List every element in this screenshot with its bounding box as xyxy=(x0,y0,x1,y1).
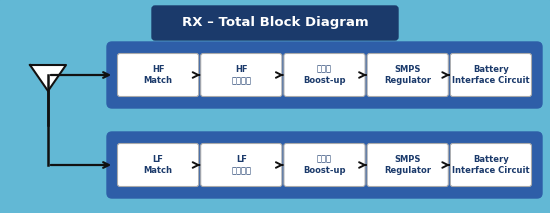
FancyBboxPatch shape xyxy=(201,53,282,96)
Text: 에너지
Boost-up: 에너지 Boost-up xyxy=(303,155,346,175)
Text: 에너지
Boost-up: 에너지 Boost-up xyxy=(303,65,346,85)
Text: RX – Total Block Diagram: RX – Total Block Diagram xyxy=(182,16,368,29)
FancyBboxPatch shape xyxy=(367,53,448,96)
Text: LF
정류회로: LF 정류회로 xyxy=(232,155,251,175)
FancyBboxPatch shape xyxy=(450,144,531,187)
Text: LF
Match: LF Match xyxy=(144,155,173,175)
Text: SMPS
Regulator: SMPS Regulator xyxy=(384,155,431,175)
FancyBboxPatch shape xyxy=(367,144,448,187)
FancyBboxPatch shape xyxy=(284,144,365,187)
FancyBboxPatch shape xyxy=(118,144,199,187)
Text: HF
Match: HF Match xyxy=(144,65,173,85)
FancyBboxPatch shape xyxy=(107,132,542,198)
Polygon shape xyxy=(30,65,66,91)
Text: SMPS
Regulator: SMPS Regulator xyxy=(384,65,431,85)
FancyBboxPatch shape xyxy=(201,144,282,187)
FancyBboxPatch shape xyxy=(107,42,542,108)
Text: Battery
Interface Circuit: Battery Interface Circuit xyxy=(452,65,530,85)
FancyBboxPatch shape xyxy=(152,6,398,40)
Text: Battery
Interface Circuit: Battery Interface Circuit xyxy=(452,155,530,175)
FancyBboxPatch shape xyxy=(284,53,365,96)
FancyBboxPatch shape xyxy=(450,53,531,96)
FancyBboxPatch shape xyxy=(118,53,199,96)
Text: HF
정류회로: HF 정류회로 xyxy=(232,65,251,85)
